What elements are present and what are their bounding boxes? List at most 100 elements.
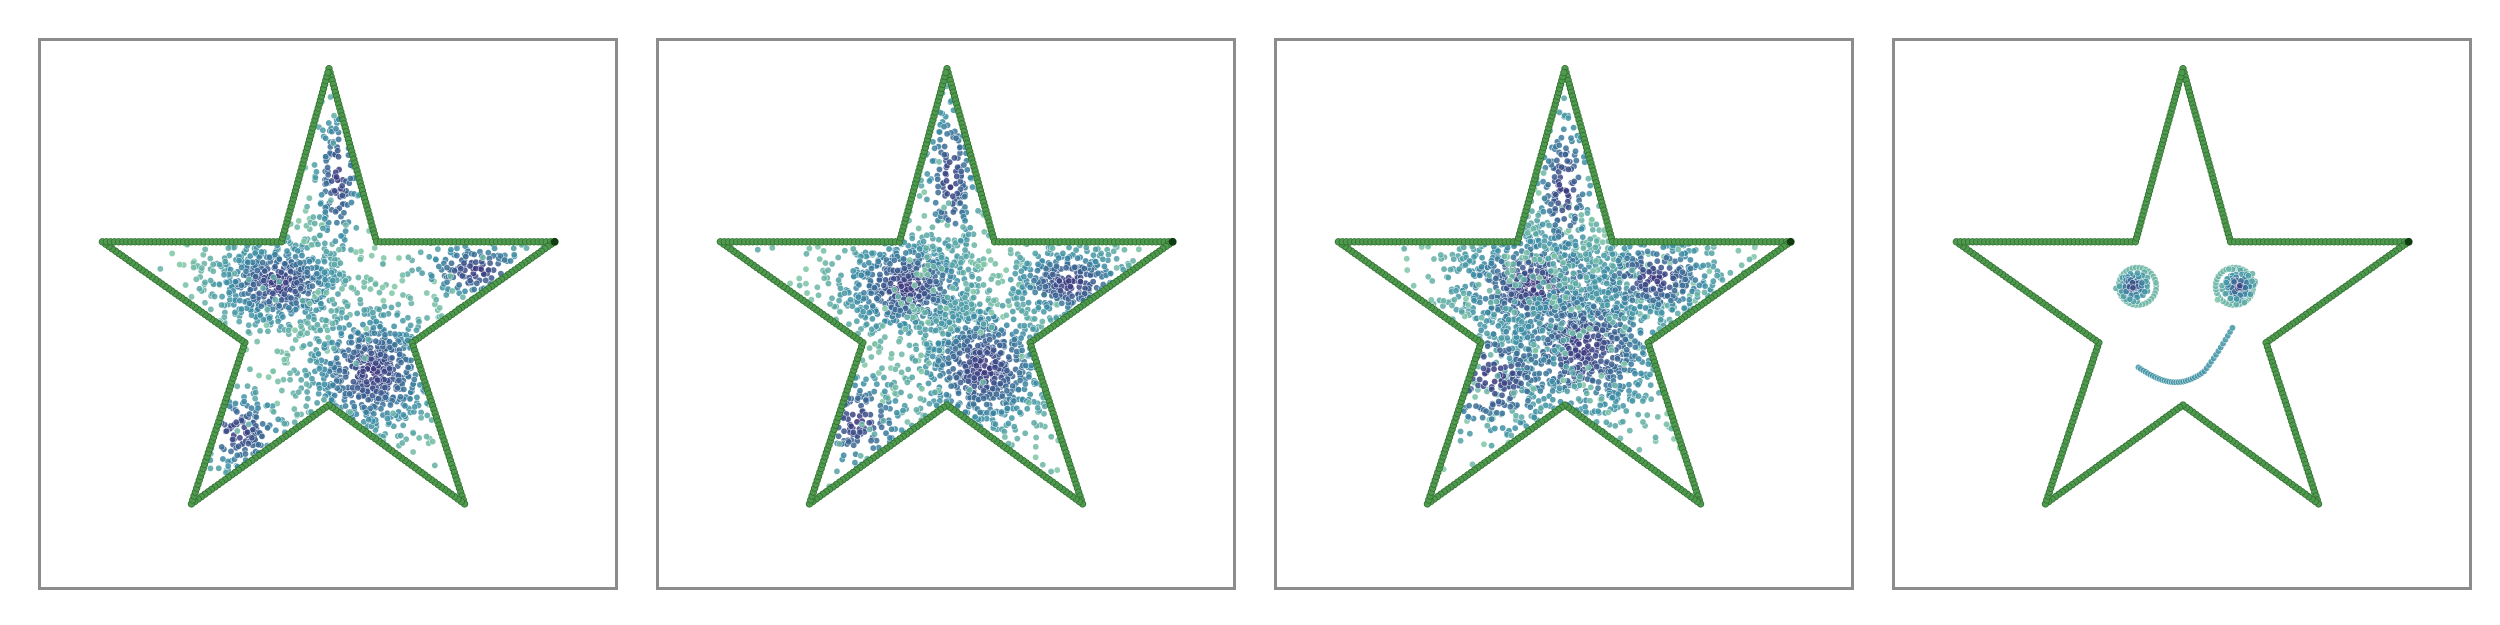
density-point <box>252 273 260 281</box>
density-point <box>316 384 324 392</box>
density-point <box>254 441 262 449</box>
density-point <box>266 253 273 261</box>
density-point <box>1034 267 1041 274</box>
density-point <box>313 321 321 329</box>
density-point <box>317 300 325 308</box>
density-point <box>976 409 984 416</box>
density-point <box>1074 254 1082 262</box>
density-point <box>263 321 270 329</box>
density-point <box>873 322 880 330</box>
density-point <box>249 293 257 301</box>
density-point <box>218 293 226 301</box>
density-point <box>925 400 933 408</box>
density-point <box>334 147 342 155</box>
density-point <box>881 388 889 395</box>
density-point <box>1110 247 1118 255</box>
density-point <box>232 418 240 426</box>
density-point <box>333 354 341 362</box>
density-point <box>245 328 252 336</box>
density-point <box>947 382 955 390</box>
density-point <box>309 213 317 221</box>
density-point <box>245 321 253 329</box>
density-point <box>952 134 960 142</box>
density-point <box>871 340 879 348</box>
density-point <box>211 293 218 300</box>
density-point <box>423 433 430 440</box>
density-point <box>250 281 257 288</box>
density-point <box>853 317 861 325</box>
density-point <box>325 119 333 127</box>
density-point <box>388 289 396 297</box>
density-point <box>902 325 909 333</box>
density-point <box>1049 271 1057 278</box>
density-point <box>996 341 1004 349</box>
density-point <box>336 271 344 279</box>
density-point <box>957 379 964 386</box>
density-point <box>312 306 320 314</box>
density-point <box>306 340 314 348</box>
density-point <box>303 268 311 276</box>
density-point <box>932 327 940 334</box>
density-point <box>1032 453 1040 461</box>
density-point <box>936 303 944 311</box>
density-point <box>837 284 844 292</box>
density-point <box>201 299 209 307</box>
density-point <box>338 309 346 317</box>
density-point <box>863 320 871 328</box>
density-point <box>350 403 358 410</box>
density-point <box>977 328 985 336</box>
density-point <box>292 336 300 344</box>
density-point <box>333 173 340 181</box>
density-point <box>968 300 975 308</box>
density-point <box>923 231 931 239</box>
density-point <box>460 259 468 267</box>
density-point <box>335 246 343 254</box>
density-point <box>264 424 272 432</box>
density-point <box>248 311 256 319</box>
density-point <box>280 420 288 428</box>
density-point <box>249 426 257 434</box>
density-point <box>275 255 283 263</box>
density-point <box>921 309 929 316</box>
density-point <box>903 379 911 386</box>
density-point <box>253 267 261 274</box>
density-point <box>354 274 362 281</box>
density-point <box>386 338 393 346</box>
density-point <box>856 257 864 265</box>
density-point <box>470 286 478 293</box>
density-point <box>223 427 230 435</box>
density-point <box>955 389 962 397</box>
density-point <box>453 245 461 252</box>
density-point <box>890 286 898 293</box>
density-point <box>388 304 395 311</box>
density-point <box>932 199 940 207</box>
density-point <box>953 172 961 180</box>
density-point <box>370 329 378 337</box>
density-point <box>1031 289 1039 296</box>
density-point <box>862 396 870 404</box>
density-point <box>376 289 383 296</box>
density-point <box>1020 273 1028 281</box>
density-point <box>332 125 340 133</box>
density-point <box>321 208 329 216</box>
density-point <box>381 384 389 392</box>
density-point <box>305 194 313 202</box>
density-point <box>466 262 474 270</box>
density-point <box>906 256 914 264</box>
star-scatter-plot <box>1334 65 1795 508</box>
density-point <box>220 271 228 279</box>
density-point <box>398 439 406 447</box>
density-point <box>911 357 919 365</box>
density-point <box>1013 300 1021 308</box>
density-point <box>406 294 414 302</box>
density-point <box>330 112 338 120</box>
density-point <box>313 270 321 278</box>
density-point <box>418 269 426 277</box>
density-point <box>996 380 1004 388</box>
density-point <box>915 225 923 232</box>
density-point <box>923 253 931 261</box>
density-point <box>908 302 916 310</box>
density-point <box>1002 311 1010 319</box>
density-point <box>980 320 988 328</box>
density-point <box>355 336 363 344</box>
